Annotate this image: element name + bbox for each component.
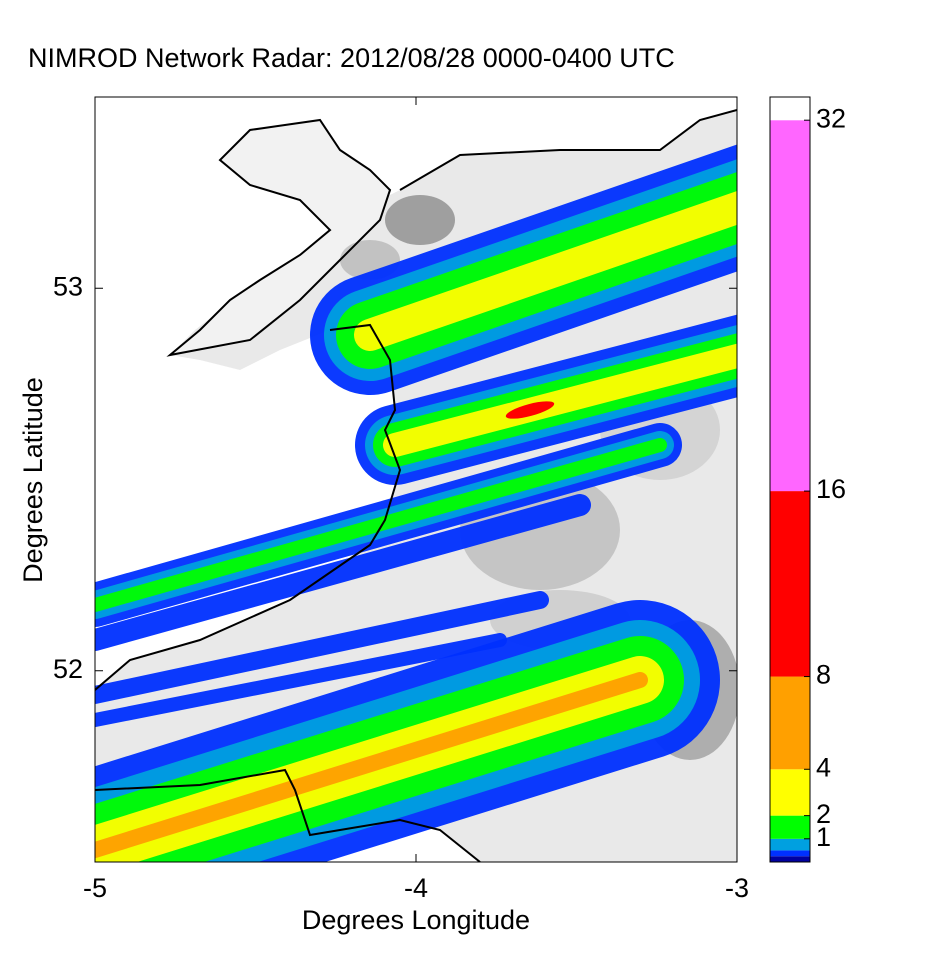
x-axis-label: Degrees Longitude xyxy=(302,905,530,935)
rain-band xyxy=(95,591,549,704)
colorbar-segment xyxy=(770,676,810,770)
colorbar-tick-label: 16 xyxy=(816,474,846,504)
x-tick-label: -3 xyxy=(725,873,749,903)
rain-band xyxy=(383,343,737,457)
rain-band xyxy=(354,191,737,351)
coastline xyxy=(95,109,737,862)
x-tick-label: -5 xyxy=(83,873,107,903)
y-tick-label: 53 xyxy=(53,271,83,301)
rain-core xyxy=(505,401,555,419)
colorbar-segment xyxy=(770,850,810,857)
y-axis-label: Degrees Latitude xyxy=(18,377,48,583)
terrain xyxy=(385,195,455,245)
rain-bands xyxy=(95,144,737,862)
colorbar-tick-label: 4 xyxy=(816,752,831,782)
rain-band xyxy=(95,494,591,651)
colorbar-segment xyxy=(770,491,810,677)
y-tick-label: 52 xyxy=(53,654,83,684)
x-tick-label: -4 xyxy=(404,873,428,903)
map-area xyxy=(95,97,737,862)
colorbar-segment xyxy=(770,769,810,816)
colorbar-tick-label: 1 xyxy=(816,822,831,852)
colorbar-frame xyxy=(769,96,811,863)
colorbar-segment xyxy=(770,856,810,862)
anglesey xyxy=(170,120,390,355)
colorbar-segment xyxy=(770,815,810,839)
colorbar-segment xyxy=(770,120,810,492)
rain-band xyxy=(95,633,507,727)
colorbar-tick-label: 2 xyxy=(816,799,831,829)
title: NIMROD Network Radar: 2012/08/28 0000-04… xyxy=(28,43,675,73)
colorbar-segment xyxy=(770,97,810,121)
colorbar-tick-label: 32 xyxy=(816,103,846,133)
colorbar-segment xyxy=(770,838,810,851)
colorbar-tick-label: 8 xyxy=(816,660,831,690)
rain-band xyxy=(95,438,667,612)
rain-band xyxy=(95,672,648,858)
